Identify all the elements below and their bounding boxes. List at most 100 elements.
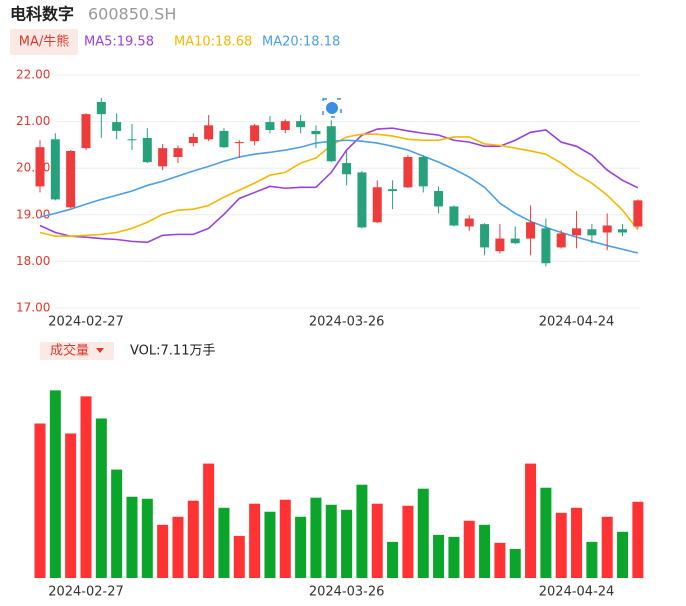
volume-bar [126,496,138,578]
volume-bar [356,484,368,578]
volume-bar [279,499,291,578]
volume-bar [233,535,245,578]
volume-bar [325,504,337,578]
candle-body [204,125,214,140]
candle-body [265,122,275,130]
candle-body [112,122,122,131]
candle-body [158,148,168,167]
volume-button[interactable]: 成交量 [50,343,89,359]
volume-bar [80,396,92,578]
volume-bar [601,516,613,578]
volume-bar [218,507,230,578]
volume-button-bg[interactable] [40,342,114,360]
legend-entry: MA10:18.68 [174,35,252,50]
ma-button-bg[interactable] [10,29,78,55]
x-tick-label: 2024-04-24 [539,585,615,600]
candle-body [311,130,321,135]
volume-bar [172,516,184,578]
volume-bar [95,418,107,578]
candle-body [403,157,413,188]
volume-bar [479,524,491,578]
candle-body [296,121,306,128]
candle-body [372,187,382,223]
ma-button[interactable]: MA/牛熊 [19,34,70,50]
volume-bar [310,497,322,578]
x-tick-label: 2024-04-24 [539,315,615,330]
volume-bar [509,548,521,578]
volume-bar [111,469,123,578]
volume-bar [433,534,445,578]
volume-bar [371,503,383,578]
candle-body [602,225,612,233]
y-tick-label: 20.00 [16,161,50,175]
volume-bar [494,542,506,578]
candle-body [50,139,60,200]
candle-body [449,206,459,226]
volume-bar [187,500,199,578]
volume-bar [525,463,537,578]
volume-bar [34,423,46,578]
candle-body [234,142,244,144]
candle-body [587,229,597,236]
volume-bar [555,512,567,578]
candle-body [127,139,137,141]
volume-bar [448,536,460,578]
candle-body [35,147,45,187]
x-tick-label: 2024-02-27 [48,585,124,600]
volume-bar [141,498,153,578]
stock-code: 600850.SH [88,5,176,24]
candle-body [556,233,566,248]
candle-body [188,136,198,144]
volume-bar [417,488,429,578]
y-tick-label: 19.00 [16,207,50,221]
candle-body [464,218,474,227]
legend-entry: MA5:19.58 [84,35,154,50]
candle-body [173,148,183,158]
ma-line [39,127,639,244]
x-tick-label: 2024-03-26 [309,315,385,330]
candle-body [418,157,428,187]
candle-body [142,137,152,163]
volume-bar [295,516,307,578]
x-tick-label: 2024-02-27 [48,315,124,330]
volume-bar [203,463,215,578]
marker-icon [322,98,342,118]
volume-bar [157,524,169,578]
legend-entry: MA20:18.18 [262,35,340,50]
y-tick-label: 21.00 [16,114,50,128]
volume-bar [264,511,276,578]
candle-body [510,238,520,244]
candle-body [342,163,352,175]
candle-body [280,121,290,130]
volume-bar [586,541,598,578]
candle-body [495,238,505,252]
volume-bar [49,390,61,578]
candle-body [388,189,398,192]
x-tick-label: 2024-03-26 [309,585,385,600]
volume-bar [571,507,583,578]
dropdown-arrow[interactable] [96,348,104,353]
candle-body [219,130,229,148]
y-tick-label: 17.00 [16,301,50,315]
volume-bar [341,509,353,578]
volume-bar [65,433,77,578]
candle-body [326,126,336,162]
candle-body [480,224,490,248]
y-tick-label: 18.00 [16,254,50,268]
candle-body [357,172,367,228]
candle-body [434,191,444,207]
volume-bar [463,520,475,578]
candle-body [572,228,582,236]
volume-label: VOL:7.11万手 [130,344,215,359]
volume-bar [632,501,644,578]
candle-body [66,150,76,208]
ma-line [39,133,639,238]
volume-bar [402,505,414,578]
volume-bar [617,531,629,578]
candle-body [96,102,106,115]
candle-body [81,114,91,149]
volume-bar [387,541,399,578]
volume-bar [540,487,552,578]
